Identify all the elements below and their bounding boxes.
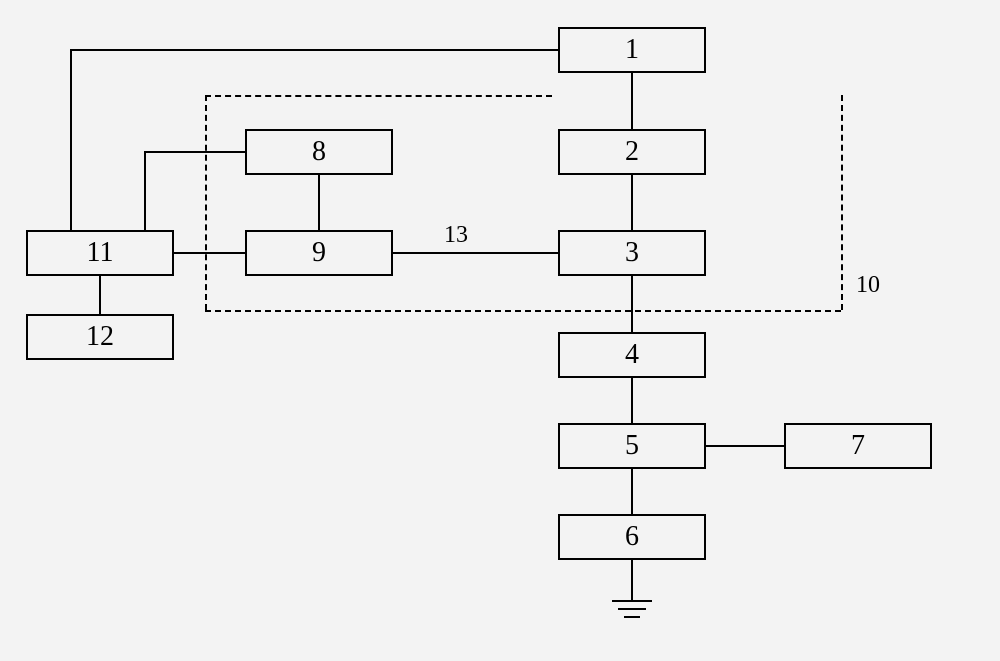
edge-n1-n2	[631, 73, 633, 129]
label-l13: 13	[444, 222, 468, 249]
edge-n3-n4	[631, 276, 633, 332]
edge-n11-n8-seg1	[144, 151, 245, 153]
node-n2: 2	[558, 129, 706, 175]
ground-bar-2	[624, 616, 640, 618]
node-n1: 1	[558, 27, 706, 73]
edge-n11-n9	[174, 252, 245, 254]
node-n5: 5	[558, 423, 706, 469]
edge-n1-n11-seg0	[72, 49, 558, 51]
node-n11: 11	[26, 230, 174, 276]
node-n4: 4	[558, 332, 706, 378]
edge-n9-n3	[393, 252, 558, 254]
edge-n5-n7	[706, 445, 784, 447]
edge-n11-n12	[99, 276, 101, 314]
node-n6: 6	[558, 514, 706, 560]
ground-bar-0	[612, 600, 652, 602]
ground-bar-1	[618, 608, 646, 610]
edge-n1-n11-seg1	[70, 49, 72, 230]
node-n7: 7	[784, 423, 932, 469]
edge-n4-n5	[631, 378, 633, 423]
edge-n2-n3	[631, 175, 633, 230]
node-n9: 9	[245, 230, 393, 276]
edge-n5-n6	[631, 469, 633, 514]
label-l10: 10	[856, 272, 880, 299]
edge-n6-gnd	[631, 560, 633, 600]
node-n3: 3	[558, 230, 706, 276]
node-n8: 8	[245, 129, 393, 175]
edge-n11-n8-seg0	[144, 152, 146, 230]
edge-n8-n9	[318, 175, 320, 230]
node-n12: 12	[26, 314, 174, 360]
